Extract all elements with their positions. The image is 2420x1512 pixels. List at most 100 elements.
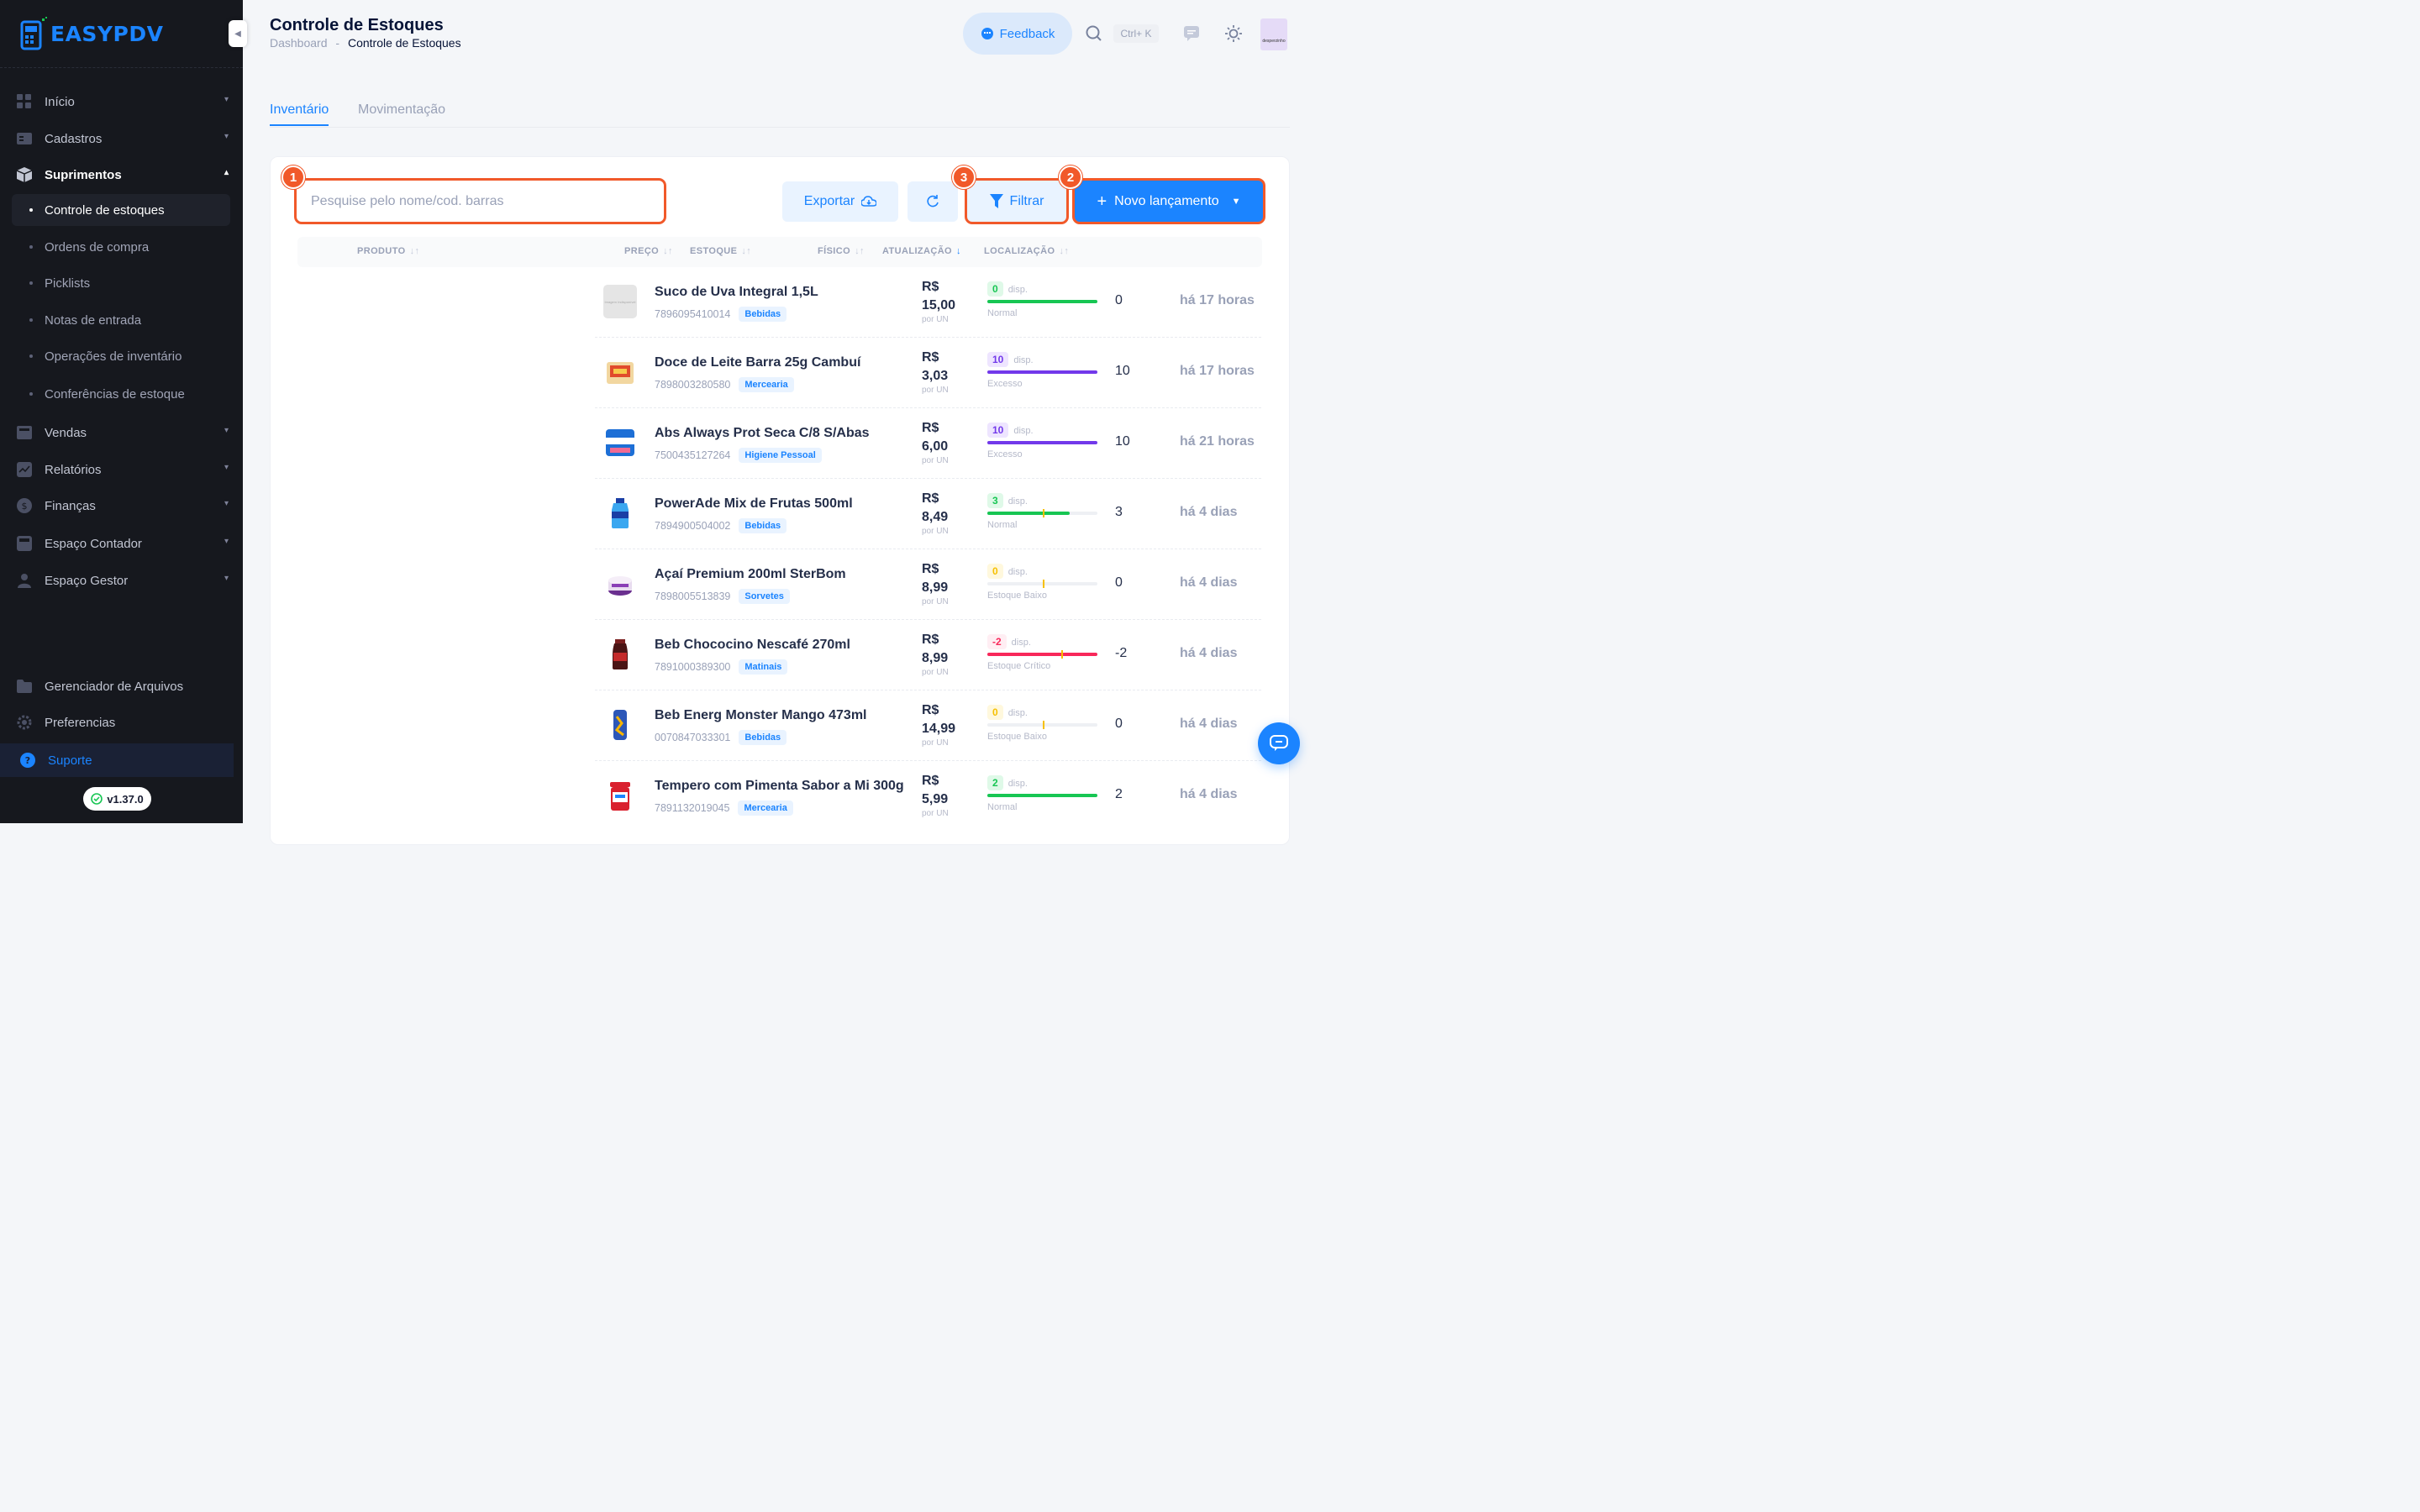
sidebar-subitem-notas-entrada[interactable]: Notas de entrada (12, 304, 230, 336)
sidebar-item-gerenciador-arquivos[interactable]: Gerenciador de Arquivos (12, 669, 230, 703)
stock-status: Estoque Baixo (987, 732, 1047, 742)
tab-inventario[interactable]: Inventário (270, 102, 329, 126)
theme-toggle-icon[interactable] (1225, 25, 1242, 46)
stock-available-label: disp. (1013, 426, 1034, 436)
table-row[interactable]: PowerAde Mix de Frutas 500ml 789490050400… (595, 479, 1262, 549)
svg-text:$: $ (22, 501, 28, 512)
sidebar-item-label: Suprimentos (45, 167, 122, 182)
sidebar-divider (0, 67, 243, 68)
barcode: 7898003280580 (655, 379, 731, 391)
stock-available-label: disp. (1011, 638, 1031, 648)
sidebar-item-financas[interactable]: $ Finanças ▾ (12, 489, 230, 522)
column-preco[interactable]: PREÇO ↓↑ (624, 246, 673, 256)
price-value: 8,99 (922, 580, 949, 595)
price-currency: R$ (922, 280, 939, 294)
column-atualizacao[interactable]: ATUALIZAÇÃO ↓ (882, 246, 961, 256)
table-row[interactable]: Imagem Indisponível Suco de Uva Integral … (595, 267, 1262, 338)
stock-available-label: disp. (1007, 779, 1028, 789)
search-input[interactable]: Pesquise pelo nome/cod. barras (294, 178, 666, 224)
sidebar-subitem-controle-estoques[interactable]: Controle de estoques (12, 194, 230, 226)
sidebar-collapse-button[interactable]: ◀ (229, 20, 247, 47)
sidebar-item-label: Espaço Gestor (45, 573, 129, 588)
product-name[interactable]: Tempero com Pimenta Sabor a Mi 300g (655, 779, 904, 793)
sidebar-item-label: Vendas (45, 425, 87, 440)
version-badge: v1.37.0 (83, 787, 151, 811)
export-button[interactable]: Exportar (782, 181, 898, 222)
chat-icon (1270, 735, 1288, 751)
product-name[interactable]: Beb Chococino Nescafé 270ml (655, 638, 850, 652)
chevron-down-icon: ▾ (224, 95, 229, 104)
price-unit: por UN (922, 456, 949, 465)
sidebar-item-vendas[interactable]: Vendas ▾ (12, 416, 230, 449)
product-name[interactable]: Açaí Premium 200ml SterBom (655, 567, 846, 581)
column-produto[interactable]: PRODUTO ↓↑ (357, 246, 419, 256)
sidebar-subitem-picklists[interactable]: Picklists (12, 267, 230, 299)
sidebar-subitem-conferencias-estoque[interactable]: Conferências de estoque (12, 378, 230, 410)
sidebar-subitem-ordens-compra[interactable]: Ordens de compra (12, 231, 230, 263)
sidebar-item-suporte[interactable]: ? Suporte (0, 743, 234, 777)
product-image: Imagem Indisponível (603, 285, 637, 318)
stock-level-fill (987, 300, 1097, 303)
sort-icon: ↓↑ (855, 246, 865, 256)
search-icon[interactable] (1086, 25, 1102, 46)
product-code-row: 7500435127264 Higiene Pessoal (655, 448, 822, 463)
barcode: 7891000389300 (655, 661, 731, 673)
sidebar-item-suprimentos[interactable]: Suprimentos ▴ (12, 158, 230, 192)
table-row[interactable]: Doce de Leite Barra 25g Cambuí 7898003280… (595, 338, 1262, 408)
sidebar-item-inicio[interactable]: Início ▾ (12, 85, 230, 118)
updated-at: há 17 horas (1180, 293, 1255, 307)
product-image (603, 567, 637, 601)
stock-status: Normal (987, 308, 1018, 318)
sidebar-subitem-label: Ordens de compra (45, 239, 150, 255)
sidebar-subitem-operacoes-inventario[interactable]: Operações de inventário (12, 340, 230, 372)
sidebar-item-cadastros[interactable]: Cadastros ▾ (12, 122, 230, 155)
category-badge: Mercearia (738, 801, 793, 816)
physical-count: 10 (1115, 364, 1130, 378)
sidebar-item-relatorios[interactable]: Relatórios ▾ (12, 453, 230, 486)
table-row[interactable]: Abs Always Prot Seca C/8 S/Abas 750043512… (595, 408, 1262, 479)
price-value: 6,00 (922, 439, 949, 454)
column-localizacao[interactable]: LOCALIZAÇÃO ↓↑ (984, 246, 1069, 256)
funnel-icon (989, 193, 1003, 208)
stock-badge: 0 (987, 281, 1003, 297)
table-row[interactable]: Beb Chococino Nescafé 270ml 7891000389300… (595, 620, 1262, 690)
sort-icon: ↓↑ (663, 246, 673, 256)
sidebar-item-espaco-contador[interactable]: Espaço Contador ▾ (12, 527, 230, 560)
bullet-icon (29, 318, 33, 322)
messages-icon[interactable] (1184, 26, 1199, 45)
table-row[interactable]: Açaí Premium 200ml SterBom 7898005513839 S… (595, 549, 1262, 620)
sidebar-item-espaco-gestor[interactable]: Espaço Gestor ▾ (12, 564, 230, 597)
updated-at: há 21 horas (1180, 434, 1255, 449)
price-unit: por UN (922, 315, 949, 324)
breadcrumb-dashboard[interactable]: Dashboard (270, 36, 328, 50)
new-entry-button[interactable]: + Novo lançamento ▼ (1072, 178, 1265, 224)
product-name[interactable]: Suco de Uva Integral 1,5L (655, 285, 818, 299)
price-value: 15,00 (922, 298, 956, 312)
feedback-button[interactable]: Feedback (963, 13, 1072, 55)
category-badge: Sorvetes (739, 589, 790, 604)
column-fisico[interactable]: FÍSICO ↓↑ (818, 246, 865, 256)
barcode: 0070847033301 (655, 732, 731, 743)
product-name[interactable]: PowerAde Mix de Frutas 500ml (655, 496, 853, 511)
table-row[interactable]: Tempero com Pimenta Sabor a Mi 300g 78911… (595, 761, 1262, 823)
breadcrumb-current: Controle de Estoques (347, 36, 461, 50)
refresh-button[interactable] (908, 181, 958, 222)
chart-icon (15, 460, 34, 479)
product-name[interactable]: Doce de Leite Barra 25g Cambuí (655, 355, 861, 370)
sidebar-item-preferencias[interactable]: Preferencias (12, 706, 230, 739)
avatar[interactable]: desperzinho (1260, 18, 1287, 50)
product-name[interactable]: Beb Energ Monster Mango 473ml (655, 708, 867, 722)
bullet-icon (29, 392, 33, 396)
stock-status: Excesso (987, 449, 1023, 459)
filter-button[interactable]: Filtrar (965, 178, 1069, 224)
step-marker-3: 3 (952, 165, 976, 189)
product-code-row: 7898003280580 Mercearia (655, 377, 794, 392)
product-name[interactable]: Abs Always Prot Seca C/8 S/Abas (655, 426, 870, 440)
chat-support-button[interactable] (1258, 722, 1300, 764)
price-value: 3,03 (922, 369, 949, 383)
app-logo[interactable]: EASYPDV (20, 17, 163, 50)
column-estoque[interactable]: ESTOQUE ↓↑ (690, 246, 751, 256)
tab-movimentacao[interactable]: Movimentação (358, 102, 446, 117)
table-row[interactable]: Beb Energ Monster Mango 473ml 00708470333… (595, 690, 1262, 761)
price-cell: R$ 3,03 por UN (922, 349, 949, 396)
